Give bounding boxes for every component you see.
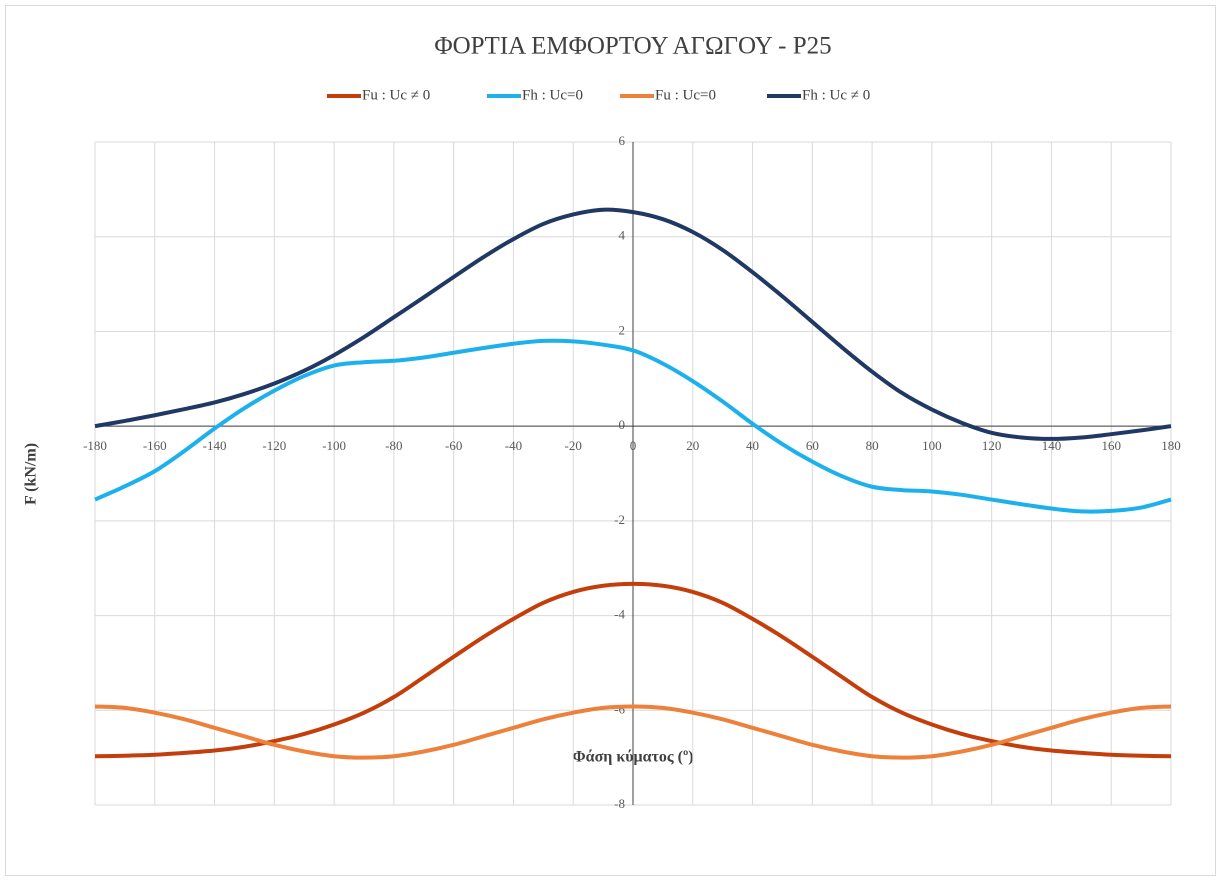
x-tick-label: -40 <box>505 438 522 453</box>
x-tick-label: 80 <box>866 438 879 453</box>
y-tick-label: -6 <box>614 701 625 716</box>
x-tick-label: 160 <box>1101 438 1121 453</box>
legend-text: Fh : Uc ≠ 0 <box>802 87 870 103</box>
y-axis-title: F (kN/m) <box>23 443 40 505</box>
series-line <box>94 338 1172 514</box>
x-tick-label: -120 <box>262 438 286 453</box>
x-tick-label: -60 <box>445 438 462 453</box>
series-line <box>94 581 1172 759</box>
y-tick-label: 6 <box>619 133 626 148</box>
x-tick-label: -160 <box>143 438 167 453</box>
x-tick-label: 120 <box>982 438 1002 453</box>
y-tick-label: 4 <box>619 228 626 243</box>
legend-text: Fu : Uc ≠ 0 <box>362 87 430 103</box>
x-tick-label: 180 <box>1161 438 1181 453</box>
chart-title: ΦΟΡΤΙΑ ΕΜΦΟΡΤΟΥ ΑΓΩΓΟΥ - P25 <box>434 33 831 60</box>
y-tick-label: 2 <box>619 322 626 337</box>
x-tick-label: -20 <box>565 438 582 453</box>
y-tick-label: -4 <box>614 607 625 622</box>
x-tick-label: -180 <box>83 438 107 453</box>
x-tick-label: -100 <box>322 438 346 453</box>
x-tick-label: 140 <box>1042 438 1062 453</box>
x-tick-label: 20 <box>686 438 699 453</box>
y-tick-label: 0 <box>619 417 626 432</box>
y-tick-label: -8 <box>614 796 625 811</box>
x-tick-label: 100 <box>922 438 942 453</box>
x-tick-label: -80 <box>385 438 402 453</box>
legend-text: Fh : Uc=0 <box>522 87 583 103</box>
x-tick-label: 40 <box>746 438 759 453</box>
y-tick-label: -2 <box>614 512 625 527</box>
series-line <box>94 704 1172 760</box>
series-line <box>94 207 1172 441</box>
chart-border <box>5 5 1216 876</box>
legend-text: Fu : Uc=0 <box>655 87 716 103</box>
x-tick-label: -140 <box>203 438 227 453</box>
x-tick-label: 60 <box>806 438 819 453</box>
